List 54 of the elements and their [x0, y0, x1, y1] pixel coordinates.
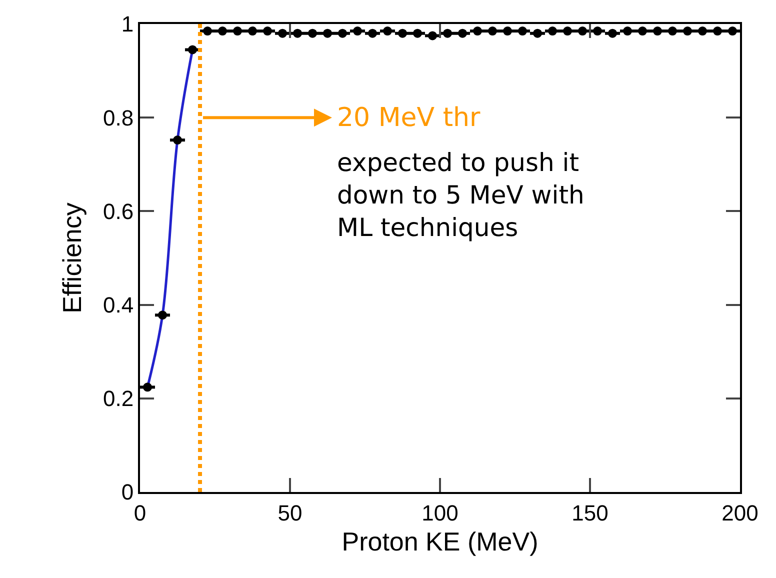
point	[683, 26, 692, 36]
point	[368, 28, 377, 38]
point	[548, 26, 557, 36]
point	[248, 26, 257, 36]
point	[443, 28, 452, 38]
x-tick-label: 150	[572, 500, 608, 526]
point	[698, 26, 707, 36]
point	[623, 26, 632, 36]
point	[608, 28, 617, 38]
point	[593, 26, 602, 36]
point	[728, 26, 737, 36]
y-tick-label: 0.6	[103, 198, 134, 224]
y-axis-title: Efficiency	[56, 202, 87, 314]
point	[383, 26, 392, 36]
point	[458, 28, 467, 38]
point	[638, 26, 647, 36]
point	[563, 26, 572, 36]
point	[323, 28, 332, 38]
point	[278, 28, 287, 38]
x-tick-label: 50	[278, 500, 302, 526]
point	[308, 28, 317, 38]
point	[398, 28, 407, 38]
point	[713, 26, 722, 36]
x-tick-label: 100	[422, 500, 458, 526]
point	[188, 45, 197, 54]
point	[173, 136, 182, 145]
point	[653, 26, 662, 36]
point	[233, 26, 242, 36]
y-tick-label: 0.2	[103, 386, 134, 412]
point	[578, 26, 587, 36]
point	[218, 26, 227, 36]
y-tick-label: 0.8	[103, 105, 134, 130]
ref-line-label: 20 MeV thr	[337, 103, 480, 133]
y-tick-label: 0.4	[103, 292, 134, 318]
point	[488, 26, 497, 36]
point	[158, 310, 167, 320]
point	[263, 26, 272, 36]
point	[203, 26, 212, 36]
point	[668, 26, 677, 36]
point	[533, 28, 542, 38]
point	[518, 26, 527, 36]
annotation: expected to push it down to 5 MeV with ML techniques	[337, 148, 584, 242]
x-tick-label: 200	[722, 500, 758, 526]
point	[428, 31, 437, 40]
point	[353, 26, 362, 36]
point	[338, 28, 347, 38]
x-axis-title: Proton KE (MeV)	[342, 526, 538, 557]
point	[503, 26, 512, 36]
y-tick-label: 1	[121, 12, 134, 37]
point	[143, 382, 152, 392]
point	[473, 26, 482, 36]
point	[293, 28, 302, 38]
y-tick-label: 0	[121, 480, 134, 505]
point	[413, 28, 422, 38]
